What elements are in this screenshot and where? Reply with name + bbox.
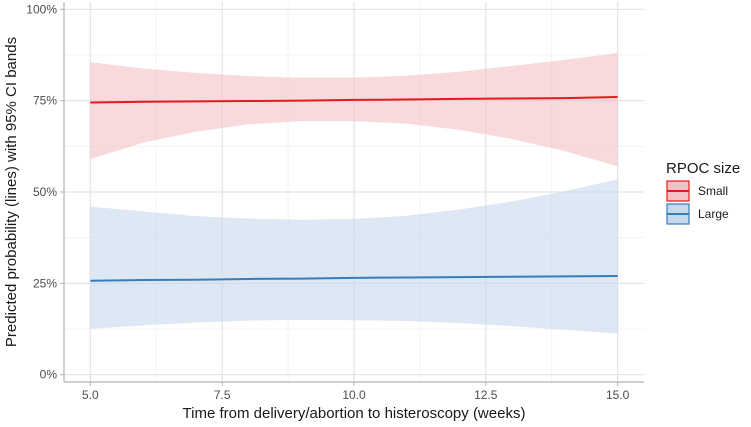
tick-layer: 5.0 7.5 10.0 12.5 15.0 0% 25% 50% 75% 100% (26, 2, 629, 402)
x-tick-label: 12.5 (474, 388, 498, 402)
x-tick-label: 7.5 (214, 388, 231, 402)
y-axis-title: Predicted probability (lines) with 95% C… (3, 37, 20, 347)
x-tick-label: 5.0 (82, 388, 99, 402)
y-tick-label: 75% (33, 94, 57, 108)
y-tick-label: 50% (33, 185, 57, 199)
ci-band-large (90, 179, 618, 334)
band-layer (90, 53, 618, 334)
legend-items: Small Large (666, 180, 729, 225)
legend-label-large: Large (698, 207, 729, 221)
y-tick-label: 100% (26, 2, 57, 16)
line-layer (90, 96, 618, 282)
legend-title: RPOC size (666, 160, 740, 177)
y-tick-label: 25% (33, 276, 57, 290)
x-tick-label: 10.0 (342, 388, 366, 402)
legend-label-small: Small (698, 184, 728, 198)
series-line-small (90, 96, 618, 104)
legend: RPOC size Small Large (666, 160, 740, 225)
series-line-large (90, 275, 618, 282)
ci-band-small (90, 53, 618, 167)
y-tick-label: 0% (40, 368, 58, 382)
x-axis-title: Time from delivery/abortion to histerosc… (183, 405, 526, 422)
x-tick-label: 15.0 (606, 388, 630, 402)
